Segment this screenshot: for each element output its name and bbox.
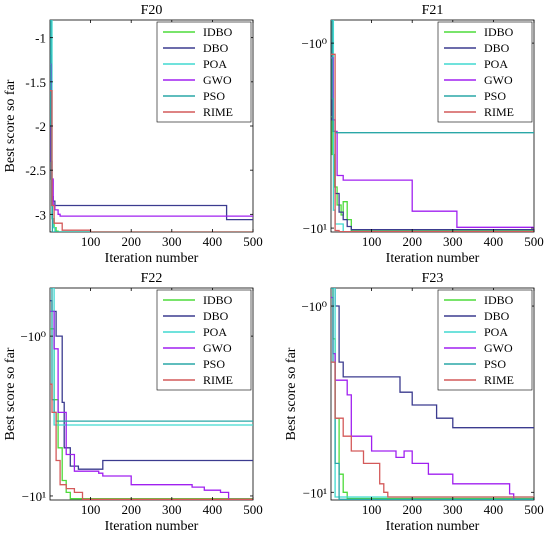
x-tick-label: 400	[203, 234, 223, 249]
y-axis-label: Best score so far	[284, 347, 299, 440]
legend-label-gwo: GWO	[203, 73, 232, 87]
series-line-rime	[331, 53, 534, 232]
series-line-gwo	[331, 296, 534, 500]
chart-panel-f22: 100 200 300 400 500 −10⁰ −10¹ F22 Iteration numb…	[3, 271, 263, 534]
y-tick-label: −10¹	[303, 485, 327, 500]
x-tick-label: 400	[203, 502, 223, 517]
series-group	[331, 20, 534, 232]
x-axis-label: Iteration number	[386, 251, 480, 266]
x-tick-label: 500	[243, 234, 263, 249]
y-axis-label: Best score so far	[3, 347, 18, 440]
legend-label-rime: RIME	[484, 105, 514, 119]
chart-panel-f23: 100 200 300 400 500 −10⁰ −10¹ F23 Iteration numb…	[284, 271, 544, 534]
x-tick-label: 500	[524, 502, 544, 517]
legend-label-pso: PSO	[484, 357, 506, 371]
chart-title: F21	[422, 3, 444, 18]
y-tick-label: −10⁰	[301, 36, 327, 51]
y-tick-label: -1.5	[25, 75, 46, 90]
series-group	[50, 288, 253, 500]
legend: IDBO DBO POA GWO PSO RIME	[437, 21, 533, 123]
series-line-rime	[331, 361, 534, 498]
chart-title: F22	[141, 271, 163, 286]
legend-label-idbo: IDBO	[484, 293, 514, 307]
legend-label-idbo: IDBO	[484, 25, 514, 39]
legend-label-poa: POA	[203, 57, 227, 71]
y-tick-label: −10⁰	[20, 329, 46, 344]
x-tick-label: 200	[402, 502, 422, 517]
chart-title: F20	[141, 3, 163, 18]
series-group	[331, 288, 534, 500]
y-tick-label: −10¹	[303, 221, 327, 236]
y-axis-label: Best score so far	[3, 79, 18, 172]
legend: IDBO DBO POA GWO PSO RIME	[437, 289, 533, 391]
legend-box	[437, 21, 533, 123]
y-tick-label: -3	[35, 207, 46, 222]
legend-label-rime: RIME	[203, 105, 233, 119]
legend-label-pso: PSO	[203, 89, 225, 103]
series-line-dbo	[331, 288, 534, 429]
legend: IDBO DBO POA GWO PSO RIME	[156, 289, 252, 391]
series-line-rime	[50, 383, 253, 500]
x-tick-label: 100	[81, 234, 101, 249]
series-line-gwo	[50, 310, 253, 500]
x-tick-label: 200	[121, 502, 141, 517]
legend-label-pso: PSO	[484, 89, 506, 103]
x-tick-label: 300	[443, 502, 463, 517]
y-tick-label: −10⁰	[301, 299, 327, 314]
legend-box	[437, 289, 533, 391]
x-tick-label: 500	[524, 234, 544, 249]
x-tick-label: 300	[443, 234, 463, 249]
chart-panel-f21: 100 200 300 400 500 −10⁰ −10¹ F21 Iteration numb…	[301, 3, 543, 266]
y-tick-label: -2.5	[25, 163, 46, 178]
legend-label-gwo: GWO	[484, 341, 513, 355]
legend-label-idbo: IDBO	[203, 25, 233, 39]
legend-label-dbo: DBO	[484, 41, 510, 55]
x-tick-label: 200	[121, 234, 141, 249]
y-tick-label: -2	[35, 119, 46, 134]
legend-label-poa: POA	[484, 325, 508, 339]
legend-label-pso: PSO	[203, 357, 225, 371]
chart-title: F23	[422, 271, 444, 286]
legend-label-gwo: GWO	[203, 341, 232, 355]
x-tick-label: 400	[484, 502, 504, 517]
x-axis-label: Iteration number	[105, 251, 199, 266]
x-tick-label: 100	[362, 234, 382, 249]
legend-label-poa: POA	[203, 325, 227, 339]
x-axis-label: Iteration number	[386, 519, 480, 534]
legend-label-idbo: IDBO	[203, 293, 233, 307]
x-tick-label: 400	[484, 234, 504, 249]
legend-box	[156, 289, 252, 391]
chart-panel-f20: 100 200 300 400 500 -1 -1.5 -2 -2.5 -3 F20 Iteratio…	[3, 3, 263, 266]
legend: IDBO DBO POA GWO PSO RIME	[156, 21, 252, 123]
legend-label-poa: POA	[484, 57, 508, 71]
x-tick-label: 200	[402, 234, 422, 249]
x-axis-label: Iteration number	[105, 519, 199, 534]
series-line-poa	[50, 20, 253, 232]
y-tick-label: −10¹	[22, 489, 46, 504]
x-tick-label: 500	[243, 502, 263, 517]
x-tick-label: 100	[81, 502, 101, 517]
series-line-poa	[50, 288, 253, 426]
x-tick-label: 100	[362, 502, 382, 517]
legend-label-dbo: DBO	[203, 41, 229, 55]
legend-box	[156, 21, 252, 123]
legend-label-gwo: GWO	[484, 73, 513, 87]
x-tick-label: 300	[162, 234, 182, 249]
legend-label-dbo: DBO	[484, 309, 510, 323]
legend-label-dbo: DBO	[203, 309, 229, 323]
x-tick-label: 300	[162, 502, 182, 517]
y-tick-label: -1	[35, 31, 46, 46]
legend-label-rime: RIME	[203, 373, 233, 387]
legend-label-rime: RIME	[484, 373, 514, 387]
